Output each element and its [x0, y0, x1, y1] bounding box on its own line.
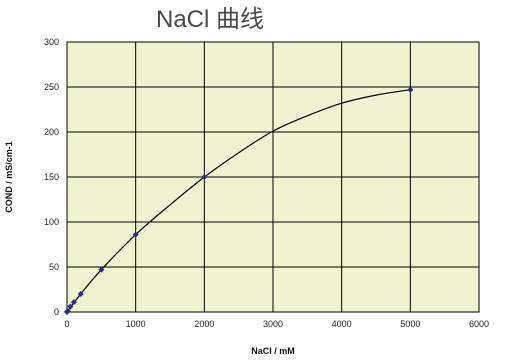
y-tick-label: 250: [44, 82, 59, 92]
y-tick-label: 150: [44, 172, 59, 182]
chart-title: NaCl 曲线: [156, 6, 264, 33]
x-tick-label: 6000: [469, 319, 489, 329]
data-point: [77, 291, 84, 297]
y-tick-label: 300: [44, 37, 59, 47]
series-curve: [66, 89, 411, 313]
x-tick-label: 4000: [332, 319, 352, 329]
x-tick-label: 1000: [126, 319, 146, 329]
x-tick-label: 0: [64, 319, 69, 329]
data-point: [70, 299, 77, 306]
data-point: [67, 303, 74, 310]
x-axis-label: NaCl / mM: [251, 346, 295, 356]
x-tick-label: 5000: [400, 319, 420, 329]
series-markers: [64, 86, 414, 315]
data-point: [64, 308, 71, 315]
grid: [66, 41, 480, 313]
y-tick-label: 50: [49, 262, 59, 272]
y-tick-label: 200: [44, 127, 59, 137]
y-axis-ticks: 0 50 100 150 200 250 300: [44, 37, 59, 317]
x-tick-label: 3000: [263, 319, 283, 329]
y-axis-label: COND / mS/cm-1: [4, 141, 14, 213]
data-point: [407, 86, 414, 93]
y-tick-label: 0: [54, 307, 59, 317]
data-point: [98, 266, 105, 273]
x-tick-label: 2000: [194, 319, 214, 329]
y-tick-label: 100: [44, 217, 59, 227]
plot-border: [66, 41, 480, 313]
data-point: [132, 231, 139, 238]
x-axis-ticks: 0 1000 2000 3000 4000 5000 6000: [64, 319, 489, 329]
data-point: [201, 174, 208, 180]
